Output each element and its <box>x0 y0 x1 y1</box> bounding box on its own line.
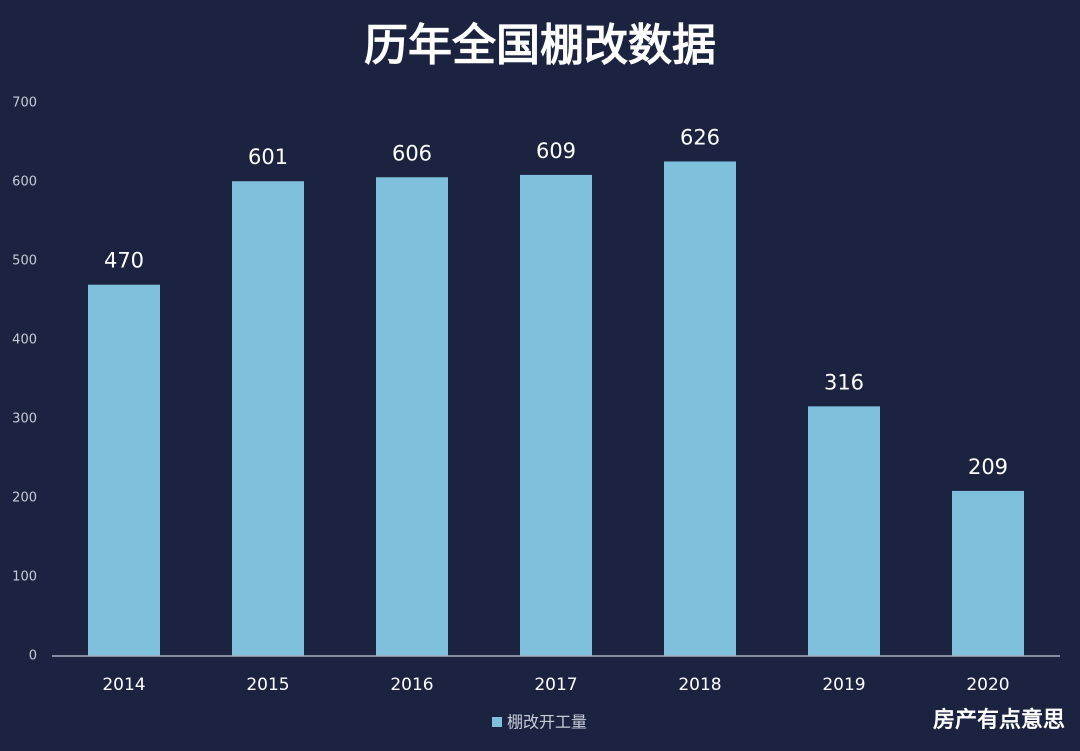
x-tick-label: 2019 <box>822 675 865 695</box>
x-tick-label: 2020 <box>966 675 1009 695</box>
bar <box>232 181 304 656</box>
bar <box>664 161 736 656</box>
x-tick-label: 2018 <box>678 675 721 695</box>
data-label: 470 <box>104 249 144 273</box>
bar <box>520 174 592 656</box>
y-tick-label: 0 <box>29 649 37 664</box>
data-label: 316 <box>824 370 864 394</box>
bar <box>808 406 880 656</box>
x-tick-label: 2014 <box>102 675 145 695</box>
data-label: 601 <box>248 145 288 169</box>
y-tick-label: 500 <box>12 254 37 269</box>
y-tick-label: 700 <box>12 96 37 111</box>
x-tick-label: 2016 <box>390 675 433 695</box>
y-tick-label: 100 <box>12 570 37 585</box>
bar <box>952 490 1024 656</box>
data-label: 609 <box>536 139 576 163</box>
legend-label: 棚改开工量 <box>507 713 587 732</box>
x-tick-label: 2017 <box>534 675 577 695</box>
y-tick-label: 200 <box>12 491 37 506</box>
y-tick-label: 600 <box>12 175 37 190</box>
data-label: 606 <box>392 141 432 165</box>
data-label: 626 <box>680 125 720 149</box>
legend-swatch <box>492 717 502 727</box>
bar <box>376 177 448 656</box>
data-label: 209 <box>968 455 1008 479</box>
y-tick-label: 300 <box>12 412 37 427</box>
watermark: 房产有点意思 <box>933 707 1065 733</box>
bar <box>88 284 160 656</box>
x-tick-label: 2015 <box>246 675 289 695</box>
chart-title: 历年全国棚改数据 <box>364 20 716 71</box>
y-tick-label: 400 <box>12 333 37 348</box>
